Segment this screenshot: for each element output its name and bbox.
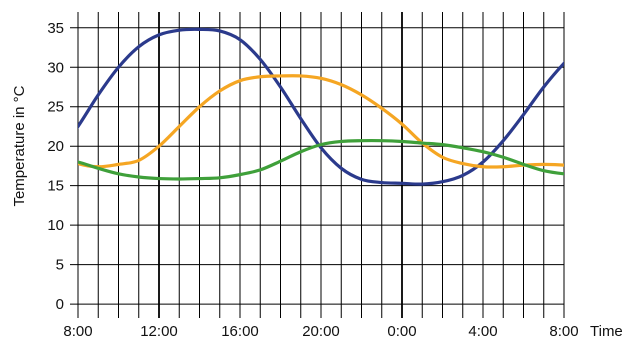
y-tick-label: 10 — [47, 217, 64, 234]
x-tick-label: 12:00 — [140, 323, 178, 340]
grid-lines — [70, 12, 565, 318]
x-tick-label: 8:00 — [63, 323, 92, 340]
y-tick-label: 30 — [47, 59, 64, 76]
y-tick-label: 35 — [47, 20, 64, 37]
y-tick-label: 5 — [56, 257, 64, 274]
series-line-2 — [78, 74, 564, 169]
x-tick-label: 16:00 — [221, 323, 259, 340]
series-lines — [78, 27, 564, 186]
x-tick-label: 4:00 — [468, 323, 497, 340]
x-tick-label: 20:00 — [302, 323, 340, 340]
y-tick-label: 15 — [47, 178, 64, 195]
y-tick-label: 25 — [47, 99, 64, 116]
y-axis-title: Temperature in °C — [11, 85, 28, 206]
x-tick-label: 0:00 — [387, 323, 416, 340]
x-tick-label: 8:00 — [549, 323, 578, 340]
series-line-3 — [78, 138, 564, 181]
y-tick-label: 0 — [56, 296, 64, 313]
series-line-1 — [78, 27, 564, 186]
x-axis-title: Time — [590, 323, 623, 340]
y-tick-label: 20 — [47, 138, 64, 155]
